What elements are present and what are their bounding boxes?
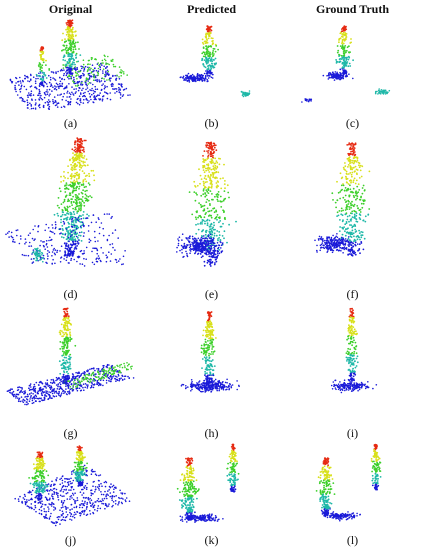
column-header-ground-truth: Ground Truth [315,2,390,16]
panel-l-svg [315,443,382,522]
panel-label-e: (e) [204,287,219,301]
panel-j-point-cloud [0,440,141,530]
panel-a-svg [9,19,131,110]
column-header-original: Original [48,2,93,16]
panel-h-point-cloud [141,304,282,418]
panel-e-point-cloud [141,136,282,282]
panel-label-g: (g) [63,426,78,440]
panel-label-a: (a) [63,116,78,130]
panel-d-svg [5,137,126,267]
panel-b-svg [179,25,251,98]
panel-b-point-cloud [141,16,282,110]
panel-d-point-cloud [0,136,141,282]
panel-a-point-cloud [0,16,141,110]
panel-k-svg [176,443,240,523]
panel-k-point-cloud [141,440,282,530]
column-header-predicted: Predicted [186,2,237,16]
panel-e-svg [176,141,237,267]
panel-h-svg [180,311,240,393]
panel-i-point-cloud [282,304,423,418]
panel-j-svg [14,445,131,527]
panel-label-j: (j) [64,533,77,547]
panel-label-b: (b) [204,116,219,130]
panel-label-h: (h) [204,426,219,440]
panel-label-k: (k) [204,533,219,547]
panel-label-c: (c) [345,116,360,130]
panel-f-point-cloud [282,136,423,282]
panel-c-point-cloud [282,16,423,110]
panel-label-i: (i) [346,426,359,440]
panel-label-l: (l) [346,533,359,547]
panel-label-d: (d) [63,287,78,301]
panel-f-svg [314,142,371,257]
panel-g-point-cloud [0,304,141,418]
panel-i-svg [330,307,378,394]
panel-c-svg [301,25,391,103]
panel-l-point-cloud [282,440,423,530]
panel-label-f: (f) [346,287,359,301]
panel-g-svg [6,307,135,406]
